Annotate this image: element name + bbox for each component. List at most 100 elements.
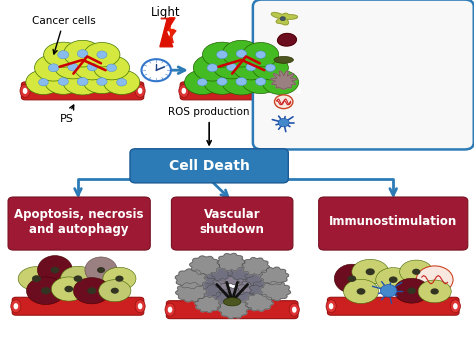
Ellipse shape (73, 278, 110, 304)
Circle shape (87, 287, 96, 294)
Ellipse shape (294, 84, 304, 97)
Circle shape (115, 275, 124, 282)
Ellipse shape (23, 88, 27, 94)
FancyBboxPatch shape (328, 297, 459, 315)
Polygon shape (190, 282, 221, 302)
Ellipse shape (252, 56, 288, 80)
Ellipse shape (274, 56, 293, 63)
Circle shape (77, 77, 88, 86)
Polygon shape (235, 292, 262, 310)
Polygon shape (185, 270, 215, 289)
Polygon shape (219, 288, 246, 304)
Polygon shape (217, 253, 245, 271)
Text: Thrombus: Thrombus (297, 55, 351, 65)
Circle shape (217, 51, 228, 59)
Ellipse shape (450, 300, 460, 313)
Polygon shape (175, 269, 206, 289)
Ellipse shape (243, 42, 279, 67)
Polygon shape (161, 19, 176, 43)
Ellipse shape (35, 55, 73, 81)
Polygon shape (218, 266, 246, 285)
Circle shape (255, 78, 266, 85)
Text: Dendritic cell: Dendritic cell (297, 118, 369, 128)
Ellipse shape (20, 84, 30, 97)
Circle shape (280, 16, 285, 21)
Text: Immunostimulation: Immunostimulation (329, 215, 457, 228)
Ellipse shape (203, 69, 240, 94)
Ellipse shape (334, 264, 369, 293)
Polygon shape (165, 18, 175, 43)
Ellipse shape (135, 300, 145, 313)
Polygon shape (190, 256, 220, 275)
Circle shape (97, 51, 107, 58)
Circle shape (236, 50, 246, 58)
FancyBboxPatch shape (21, 82, 144, 100)
Circle shape (275, 78, 285, 86)
Circle shape (246, 63, 256, 71)
Ellipse shape (165, 303, 175, 316)
Circle shape (274, 95, 293, 108)
Ellipse shape (64, 40, 101, 67)
Ellipse shape (51, 277, 86, 301)
Ellipse shape (45, 69, 82, 94)
Ellipse shape (55, 55, 91, 79)
Polygon shape (203, 261, 233, 280)
Ellipse shape (11, 300, 21, 313)
Ellipse shape (184, 70, 220, 94)
Polygon shape (249, 280, 278, 299)
Ellipse shape (84, 42, 120, 67)
Text: Apoptosis, necrosis
and autophagy: Apoptosis, necrosis and autophagy (14, 208, 144, 236)
Ellipse shape (138, 88, 142, 94)
Circle shape (111, 288, 119, 294)
Text: Hypoxic cell: Hypoxic cell (297, 76, 362, 86)
Circle shape (97, 78, 107, 85)
Circle shape (412, 269, 420, 275)
Circle shape (117, 78, 127, 86)
Circle shape (236, 77, 247, 86)
Ellipse shape (289, 303, 300, 316)
Ellipse shape (74, 54, 110, 80)
Circle shape (142, 59, 171, 81)
Text: Neutrophil: Neutrophil (297, 97, 354, 107)
Circle shape (356, 288, 365, 295)
FancyBboxPatch shape (172, 197, 293, 250)
Circle shape (68, 63, 78, 71)
Circle shape (38, 78, 48, 86)
Ellipse shape (222, 40, 260, 67)
Circle shape (58, 51, 69, 59)
Ellipse shape (242, 70, 279, 93)
Ellipse shape (292, 307, 297, 313)
Ellipse shape (329, 303, 333, 309)
Ellipse shape (233, 54, 269, 80)
Circle shape (48, 64, 59, 72)
Polygon shape (202, 281, 230, 299)
Circle shape (265, 64, 275, 71)
Ellipse shape (400, 260, 433, 284)
Text: Necrotic cell: Necrotic cell (297, 34, 364, 44)
Ellipse shape (85, 257, 117, 283)
Circle shape (51, 267, 59, 273)
Ellipse shape (394, 278, 429, 303)
Ellipse shape (223, 298, 241, 306)
Circle shape (73, 275, 82, 282)
Ellipse shape (202, 42, 242, 67)
Ellipse shape (93, 56, 129, 80)
Circle shape (430, 288, 439, 294)
Ellipse shape (44, 42, 83, 67)
Polygon shape (210, 292, 236, 308)
Ellipse shape (83, 70, 120, 93)
Polygon shape (237, 272, 263, 287)
Circle shape (41, 287, 51, 294)
Circle shape (217, 78, 227, 85)
Circle shape (197, 78, 207, 86)
Ellipse shape (138, 303, 142, 309)
Circle shape (227, 63, 237, 71)
Circle shape (58, 78, 68, 85)
Polygon shape (271, 71, 297, 89)
FancyBboxPatch shape (319, 197, 468, 250)
Ellipse shape (27, 277, 65, 304)
Polygon shape (261, 281, 291, 301)
Polygon shape (271, 13, 298, 25)
FancyBboxPatch shape (8, 197, 150, 250)
Text: Cancer cells: Cancer cells (32, 16, 96, 54)
